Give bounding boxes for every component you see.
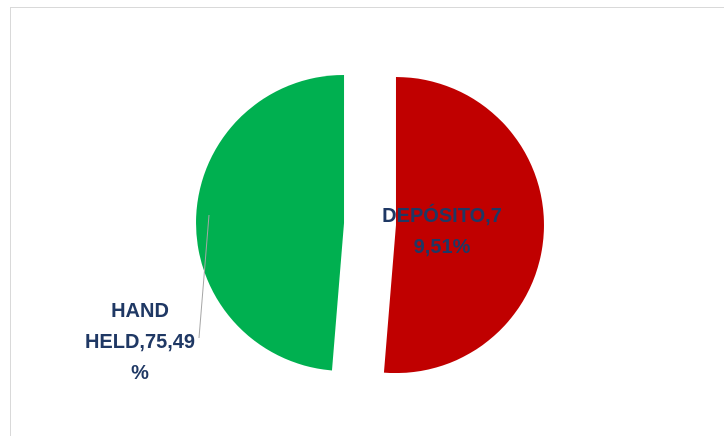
chart-frame (10, 7, 724, 436)
data-label-line: HAND (111, 300, 169, 322)
data-label-dep-sito: DEPÓSITO,7 9,51% (382, 203, 502, 258)
data-label-line: % (131, 362, 149, 384)
pie-slice-dep-sito (383, 77, 544, 374)
data-label-hand-held: HAND HELD,75,49% (85, 300, 195, 384)
leader-line (198, 214, 210, 339)
data-label-line: 9,51% (414, 236, 471, 258)
data-label-line: HELD,75,49 (85, 331, 195, 353)
data-label-line: DEPÓSITO,7 (382, 203, 502, 227)
pie-slice-hand-held (196, 74, 345, 371)
